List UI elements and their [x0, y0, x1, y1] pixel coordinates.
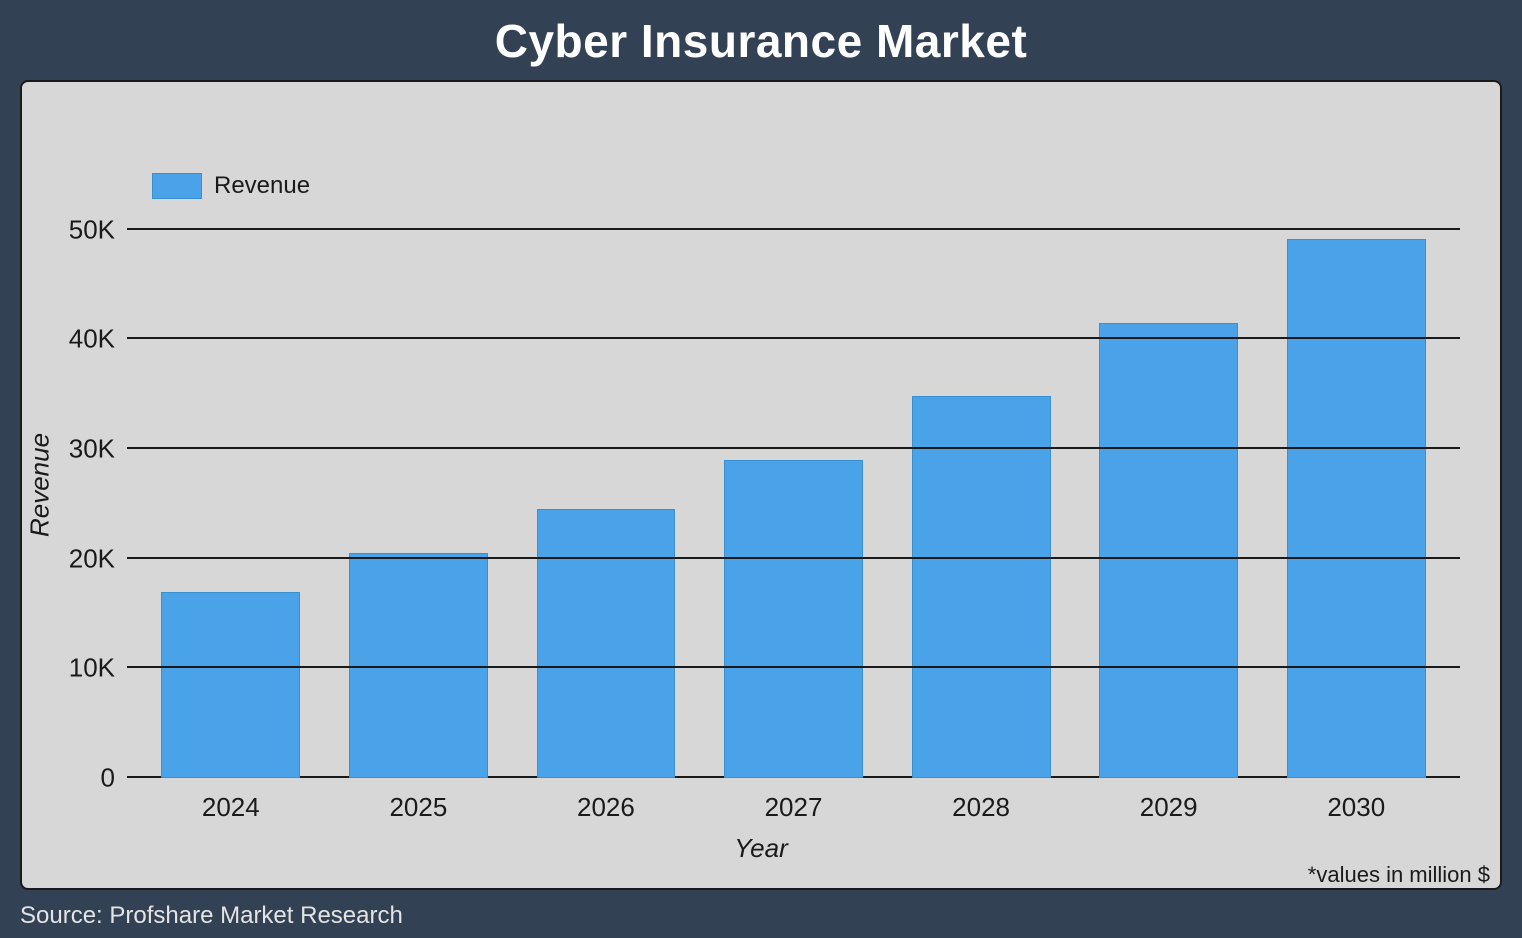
bar [724, 460, 863, 778]
bar [1099, 323, 1238, 778]
y-tick-label: 20K [69, 543, 127, 574]
source-text: Source: Profshare Market Research [20, 902, 403, 930]
x-tick-label: 2029 [1140, 778, 1198, 823]
chart-card: Cyber Insurance Market Revenue 202420252… [0, 0, 1522, 938]
legend-swatch [152, 173, 202, 199]
y-tick-label: 10K [69, 653, 127, 684]
x-tick-label: 2026 [577, 778, 635, 823]
gridline [127, 557, 1460, 559]
gridline [127, 447, 1460, 449]
x-tick-label: 2028 [952, 778, 1010, 823]
legend: Revenue [152, 172, 310, 200]
x-tick-label: 2027 [765, 778, 823, 823]
y-tick-label: 50K [69, 214, 127, 245]
bar-slot: 2026 [512, 142, 700, 778]
bar-slot: 2028 [887, 142, 1075, 778]
chart-inner: Revenue 2024202520262027202820292030 010… [22, 82, 1500, 888]
x-axis-title: Year [734, 833, 788, 864]
chart-title: Cyber Insurance Market [0, 0, 1522, 78]
bar [912, 396, 1051, 778]
gridline [127, 228, 1460, 230]
x-tick-label: 2024 [202, 778, 260, 823]
bar [161, 592, 300, 778]
bar-slot: 2030 [1262, 142, 1450, 778]
gridline [127, 666, 1460, 668]
y-tick-label: 0 [101, 763, 127, 794]
y-axis-title: Revenue [25, 433, 56, 537]
bar-slot: 2025 [325, 142, 513, 778]
y-tick-label: 40K [69, 324, 127, 355]
bar [537, 509, 676, 778]
plot-area: 2024202520262027202820292030 010K20K30K4… [127, 142, 1460, 778]
footer: Source: Profshare Market Research [20, 902, 1502, 930]
bars-container: 2024202520262027202820292030 [127, 142, 1460, 778]
x-tick-label: 2030 [1327, 778, 1385, 823]
x-tick-label: 2025 [389, 778, 447, 823]
values-note: *values in million $ [1308, 862, 1490, 888]
bar-slot: 2029 [1075, 142, 1263, 778]
gridline [127, 337, 1460, 339]
bar [1287, 239, 1426, 779]
bar-slot: 2024 [137, 142, 325, 778]
y-tick-label: 30K [69, 434, 127, 465]
bar-slot: 2027 [700, 142, 888, 778]
chart-frame: Revenue 2024202520262027202820292030 010… [20, 80, 1502, 890]
legend-label: Revenue [214, 172, 310, 200]
